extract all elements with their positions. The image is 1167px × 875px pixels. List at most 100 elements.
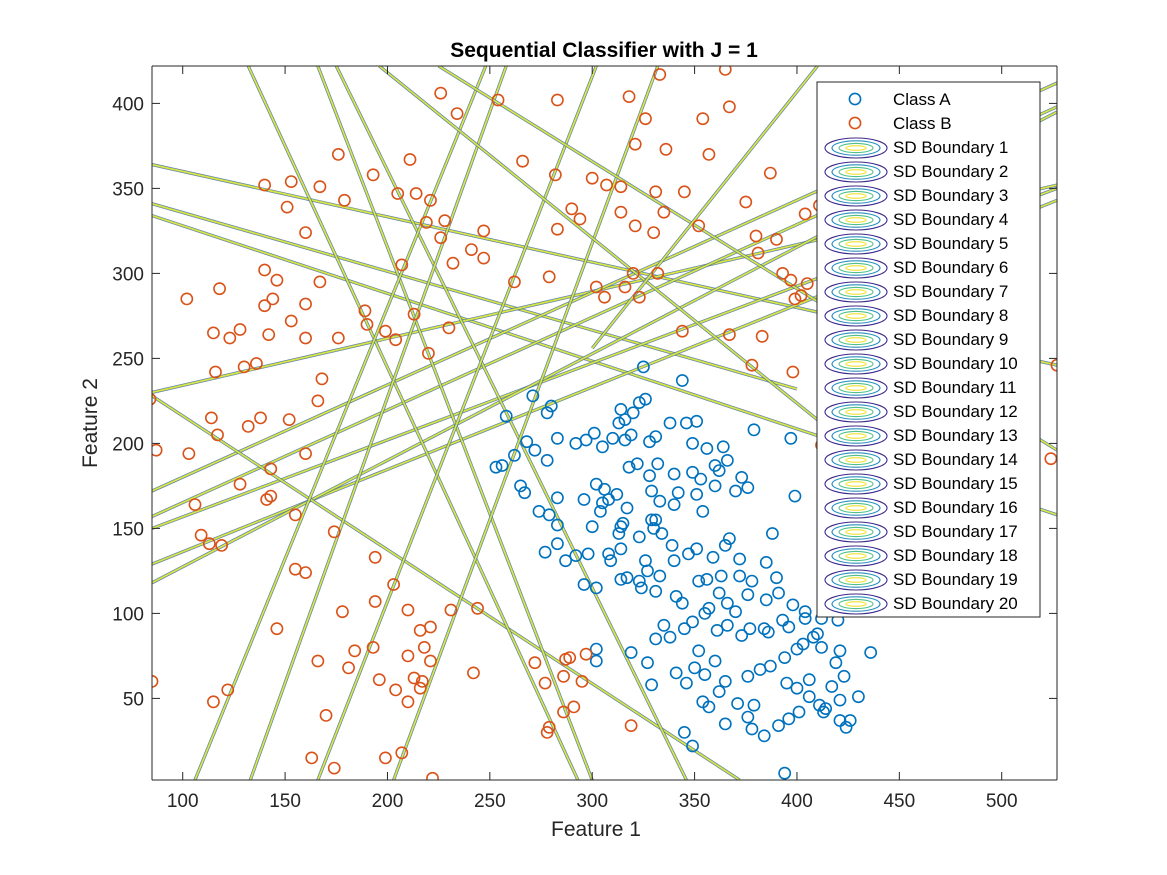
data-point xyxy=(1044,452,1057,466)
data-point xyxy=(514,479,527,493)
data-point xyxy=(720,596,734,610)
legend-entry: SD Boundary 10 xyxy=(824,353,1018,375)
legend-label: SD Boundary 1 xyxy=(893,138,1008,157)
legend-contour-mid xyxy=(831,524,881,540)
data-point xyxy=(645,513,658,527)
legend-label: SD Boundary 17 xyxy=(893,522,1018,541)
legend-contour-outer xyxy=(824,497,888,519)
legend-entry: SD Boundary 14 xyxy=(824,449,1018,471)
data-point xyxy=(223,331,237,345)
data-point xyxy=(194,528,208,542)
data-point xyxy=(336,605,349,619)
legend-contour-core xyxy=(845,505,867,511)
legend-contour-mid xyxy=(831,188,881,204)
data-point xyxy=(637,360,650,374)
data-point xyxy=(372,673,386,687)
x-tick-label: 100 xyxy=(167,791,199,812)
data-point xyxy=(747,698,761,712)
data-point xyxy=(700,442,714,455)
legend-label: SD Boundary 15 xyxy=(893,474,1018,493)
data-point xyxy=(706,550,720,564)
data-point xyxy=(237,360,251,374)
legend-contour-outer xyxy=(824,425,888,447)
data-point xyxy=(741,710,755,724)
data-point xyxy=(467,666,480,680)
data-point xyxy=(647,522,661,535)
sd-boundary-20 xyxy=(590,66,819,350)
data-point xyxy=(641,656,654,670)
data-point xyxy=(538,545,552,559)
data-point xyxy=(600,178,613,192)
sd-boundary-16 xyxy=(316,66,598,780)
boundary-line-core xyxy=(317,66,597,780)
data-point xyxy=(389,683,403,697)
legend-contour-inner xyxy=(838,142,874,154)
y-tick-label: 150 xyxy=(112,519,144,540)
data-point xyxy=(526,389,540,403)
data-point xyxy=(331,331,345,345)
data-point xyxy=(299,566,312,579)
data-point xyxy=(663,416,677,430)
legend-contour-outer xyxy=(824,185,888,207)
data-point xyxy=(417,641,431,654)
data-point xyxy=(667,467,681,481)
data-point xyxy=(778,766,792,780)
legend-contour-outer xyxy=(824,545,888,567)
data-point xyxy=(798,207,812,221)
legend-contour-outer xyxy=(824,209,888,231)
legend-contour-inner xyxy=(838,598,874,610)
data-point xyxy=(839,720,853,734)
legend-label: SD Boundary 3 xyxy=(893,186,1008,205)
data-point xyxy=(675,596,689,610)
legend-label: SD Boundary 20 xyxy=(893,594,1018,613)
data-point xyxy=(692,219,706,233)
legend-label: SD Boundary 7 xyxy=(893,282,1008,301)
data-point xyxy=(284,314,298,328)
data-point xyxy=(632,290,646,304)
data-point xyxy=(741,588,755,602)
data-point xyxy=(716,440,730,454)
data-point xyxy=(575,675,589,688)
legend-contour-inner xyxy=(838,238,874,250)
legend-label: SD Boundary 9 xyxy=(893,330,1008,349)
legend-contour-inner xyxy=(838,310,874,322)
legend-contour-mid xyxy=(831,140,881,156)
data-point xyxy=(563,651,577,664)
data-point xyxy=(596,440,609,454)
sd-boundary-17 xyxy=(392,66,660,780)
data-point xyxy=(614,180,628,194)
data-point xyxy=(299,331,312,345)
legend-label: SD Boundary 19 xyxy=(893,570,1018,589)
data-point xyxy=(759,593,773,607)
data-point xyxy=(233,477,247,491)
data-point xyxy=(680,676,693,690)
legend-contour-mid xyxy=(831,356,881,372)
legend-entry: SD Boundary 4 xyxy=(824,209,1008,231)
data-point xyxy=(270,622,284,636)
data-point xyxy=(471,601,484,615)
data-point xyxy=(813,698,826,712)
x-tick-label: 150 xyxy=(269,791,301,812)
data-point xyxy=(622,90,636,103)
legend-contour-mid xyxy=(831,212,881,228)
legend-contour-mid xyxy=(831,380,881,396)
data-point xyxy=(782,620,796,634)
data-point xyxy=(829,656,843,670)
data-point xyxy=(182,447,196,460)
sd-boundary-13 xyxy=(246,66,580,780)
data-point xyxy=(491,93,505,107)
data-point xyxy=(718,66,732,76)
data-point xyxy=(743,622,757,636)
y-tick-label: 350 xyxy=(112,179,144,200)
data-point xyxy=(628,137,642,151)
data-point xyxy=(551,93,564,107)
data-point xyxy=(358,304,372,318)
y-tick-label: 100 xyxy=(112,604,144,625)
legend-entry: SD Boundary 15 xyxy=(824,473,1018,495)
data-point xyxy=(409,187,423,200)
legend-entry: Class A xyxy=(848,90,951,109)
data-point xyxy=(753,663,767,676)
data-point xyxy=(618,280,632,294)
data-point xyxy=(690,487,704,501)
data-point xyxy=(712,586,726,600)
